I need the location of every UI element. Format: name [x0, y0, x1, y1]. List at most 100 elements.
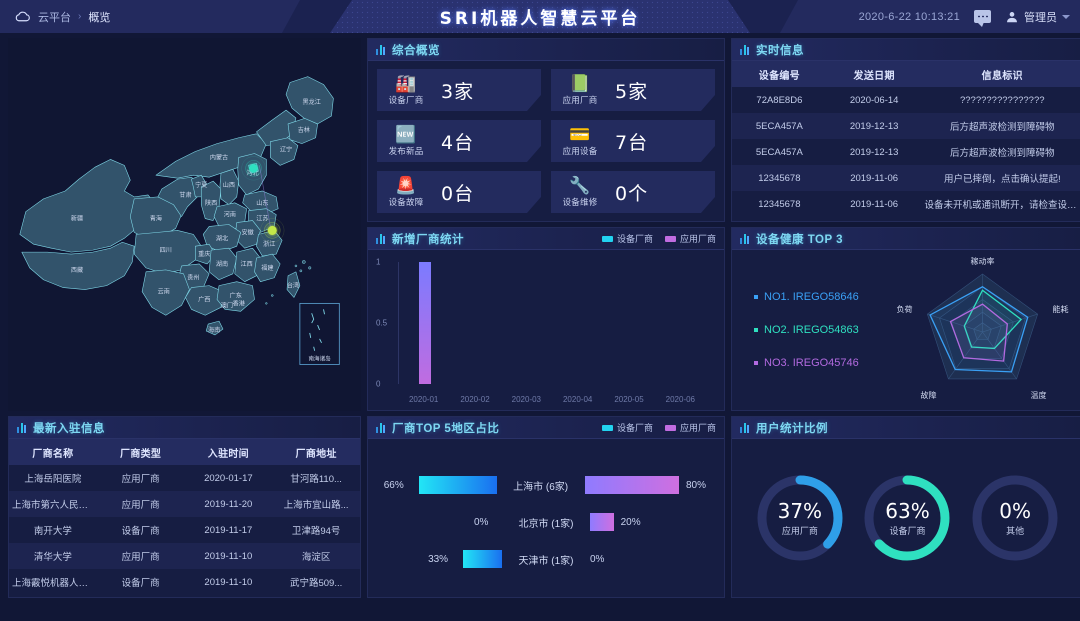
app-vendor-icon: 📗: [569, 73, 591, 93]
table-cell: 用户已摔倒，点击确认提起!: [921, 165, 1080, 191]
donut-center: 63% 设备厂商: [860, 471, 954, 565]
table-cell: 2019-11-17: [184, 517, 273, 543]
inset-label: 南海诸岛: [309, 355, 332, 363]
donut-chart[interactable]: 63% 设备厂商: [860, 471, 954, 565]
chevron-down-icon[interactable]: [1062, 14, 1070, 19]
hbar-right-bar[interactable]: [590, 513, 614, 531]
realtime-table[interactable]: 设备编号 发送日期 信息标识 72A8E8D6 2020-06-14??????????…: [732, 61, 1080, 217]
table-cell: 后方超声波检测到障碍物: [921, 139, 1080, 165]
column-header: 厂商类型: [96, 439, 185, 465]
radar-legend[interactable]: NO1. IREGO58646 NO2. IREGO54863 NO3. IREGO…: [732, 291, 882, 369]
svg-text:湖北: 湖北: [216, 234, 228, 242]
stat-card[interactable]: 🔧 设备维修 0个: [551, 171, 715, 213]
stat-card[interactable]: 🚨 设备故障 0台: [377, 171, 541, 213]
stat-card[interactable]: 💳 应用设备 7台: [551, 120, 715, 162]
table-row[interactable]: 清华大学 应用厂商 2019-11-10 海淀区: [9, 543, 360, 569]
hbar-left-bar[interactable]: [418, 476, 497, 494]
user-menu[interactable]: 管理员: [1005, 9, 1070, 25]
table-cell: 设备厂商: [96, 569, 185, 595]
chart-legend[interactable]: 设备厂商 应用厂商: [601, 232, 716, 245]
legend-swatch: [601, 424, 613, 431]
donut-chart[interactable]: 0% 其他: [968, 471, 1062, 565]
hbar-left-value: 66%: [383, 479, 404, 491]
hbar-category: 北京市 (1家): [518, 518, 574, 530]
legend-item[interactable]: 应用厂商: [664, 232, 716, 245]
donut-label: 设备厂商: [889, 526, 926, 536]
x-tick-label: 2020-06: [665, 395, 696, 404]
svg-text:江西: 江西: [241, 261, 253, 268]
stat-card-label: 设备维修: [562, 196, 598, 207]
table-row[interactable]: 12345678 2019-11-06 用户已摔倒，点击确认提起!: [732, 165, 1080, 191]
header-actions: 2020-6-22 10:13:21 管理员: [859, 0, 1070, 33]
new-product-icon: 🆕: [395, 124, 417, 144]
donut-label: 应用厂商: [781, 526, 818, 536]
radar-axis-line: [982, 331, 1017, 380]
table-row[interactable]: 5ECA457A 2019-12-13 后方超声波检测到障碍物: [732, 113, 1080, 139]
legend-item[interactable]: 设备厂商: [601, 421, 653, 434]
table-row[interactable]: 5ECA457A 2019-12-13 后方超声波检测到障碍物: [732, 139, 1080, 165]
radar-legend-item[interactable]: NO2. IREGO54863: [754, 324, 882, 336]
stat-card[interactable]: 🏭 设备厂商 3家: [377, 69, 541, 111]
donut-track: [972, 475, 1058, 561]
column-header: 厂商名称: [9, 439, 97, 465]
svg-text:新疆: 新疆: [71, 215, 83, 223]
panel-title: 设备健康 TOP 3: [756, 233, 844, 246]
x-tick-label: 2020-03: [511, 395, 542, 404]
breadcrumb-root[interactable]: 云平台: [38, 11, 71, 24]
table-header-row: 设备编号 发送日期 信息标识: [732, 61, 1080, 87]
legend-item[interactable]: 设备厂商: [601, 232, 653, 245]
stat-card-value: 5家: [615, 80, 649, 103]
hbar-right-value: 20%: [620, 516, 641, 528]
donut-percent: 37%: [777, 499, 823, 523]
svg-text:香港: 香港: [233, 299, 245, 307]
stat-card-label: 发布新品: [388, 145, 424, 156]
radar-legend-item[interactable]: NO3. IREGO45746: [754, 357, 882, 369]
table-cell: 上海岳阳医院: [9, 465, 97, 491]
table-cell: 2019-11-10: [184, 569, 273, 595]
repair-icon: 🔧: [569, 175, 591, 195]
app-header: SRI机器人智慧云平台 云平台 › 概览 2020-6-22 10:13:21 …: [0, 0, 1080, 33]
table-cell: 2019-11-06: [826, 165, 922, 191]
hbar-right-bar[interactable]: [584, 476, 679, 494]
stat-card-value: 4台: [441, 131, 475, 154]
bar[interactable]: [419, 262, 432, 384]
donut-group: 37% 应用厂商 63% 设备厂商 0% 其他: [732, 439, 1080, 597]
svg-text:广西: 广西: [198, 295, 210, 303]
table-row[interactable]: 上海霰悦机器人科... 设备厂商 2019-11-10 武宁路509...: [9, 569, 360, 595]
svg-text:甘肃: 甘肃: [179, 191, 191, 199]
svg-text:安徽: 安徽: [241, 228, 253, 236]
radar-legend-item[interactable]: NO1. IREGO58646: [754, 291, 882, 303]
table-row[interactable]: 上海岳阳医院 应用厂商 2020-01-17 甘河路110...: [9, 465, 360, 491]
hbar-left-value: 0%: [474, 516, 489, 528]
latest-join-table[interactable]: 厂商名称 厂商类型 入驻时间 厂商地址 上海岳阳医院 应用厂商 2020-01-17 甘河路1…: [9, 439, 360, 595]
chart-legend[interactable]: 设备厂商 应用厂商: [601, 421, 716, 434]
donut-percent: 63%: [885, 499, 930, 523]
bar-chart-icon: [740, 44, 749, 55]
radar-series[interactable]: [929, 286, 1029, 373]
user-name: 管理员: [1024, 11, 1057, 24]
x-tick-label: 2020-01: [408, 395, 439, 404]
svg-text:河北: 河北: [246, 169, 258, 177]
header-datetime: 2020-6-22 10:13:21: [858, 10, 960, 23]
message-icon[interactable]: [974, 10, 991, 27]
hbar-left-bar[interactable]: [463, 550, 502, 568]
bar-chart-icon: [740, 422, 749, 433]
stat-card-icon-wrap: 🆕 发布新品: [387, 126, 425, 157]
legend-item[interactable]: 应用厂商: [664, 421, 716, 434]
stat-card[interactable]: 🆕 发布新品 4台: [377, 120, 541, 162]
hbar-row: 0% 北京市 (1家) 20%: [378, 511, 714, 533]
table-row[interactable]: 南开大学 设备厂商 2019-11-17 卫津路94号: [9, 517, 360, 543]
radar-series[interactable]: [949, 303, 1009, 362]
table-row[interactable]: 72A8E8D6 2020-06-14????????????????: [732, 87, 1080, 113]
donut-chart[interactable]: 37% 应用厂商: [753, 471, 847, 565]
stat-card[interactable]: 📗 应用厂商 5家: [551, 69, 715, 111]
table-cell: 设备未开机或通讯断开，请检查设备情况!: [921, 191, 1080, 217]
radar-legend-label: NO2. IREGO54863: [764, 324, 859, 336]
table-cell: 上海霰悦机器人科...: [9, 569, 97, 595]
china-map[interactable]: 新疆 西藏 青海 甘肃 内蒙古 宁夏 陕西 山西 河北 辽宁 吉林 黑龙江 山东…: [8, 38, 361, 411]
radar-axis-label: 能耗: [1053, 304, 1069, 314]
table-header-row: 厂商名称 厂商类型 入驻时间 厂商地址: [9, 439, 360, 465]
table-row[interactable]: 上海市第六人民医... 应用厂商 2019-11-20 上海市宜山路...: [9, 491, 360, 517]
